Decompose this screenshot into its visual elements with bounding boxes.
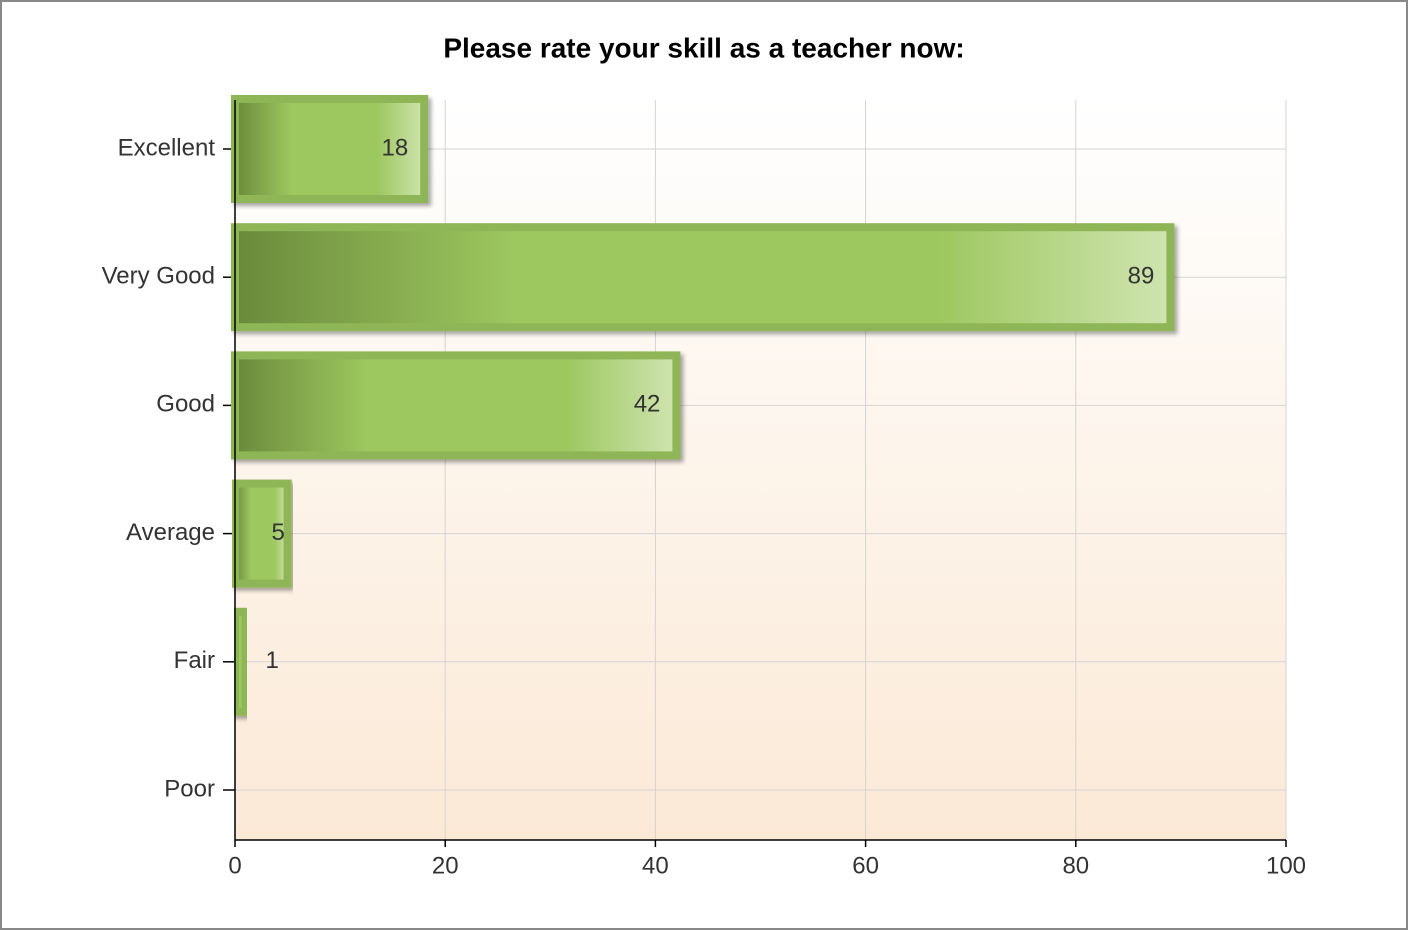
value-label: 89 bbox=[1128, 263, 1155, 290]
value-label: 1 bbox=[266, 647, 279, 674]
y-tick-label: Poor bbox=[164, 775, 215, 802]
y-tick-label: Very Good bbox=[102, 263, 215, 290]
value-label: 42 bbox=[634, 391, 661, 418]
x-tick-label: 60 bbox=[852, 852, 879, 879]
x-tick-label: 0 bbox=[228, 852, 241, 879]
y-tick-label: Fair bbox=[174, 647, 215, 674]
y-tick-label: Good bbox=[156, 391, 215, 418]
plot-area bbox=[235, 100, 1286, 840]
y-tick-label: Average bbox=[126, 519, 215, 546]
x-tick-label: 20 bbox=[432, 852, 459, 879]
x-tick-label: 80 bbox=[1062, 852, 1089, 879]
chart-title: Please rate your skill as a teacher now: bbox=[443, 32, 964, 63]
value-label: 5 bbox=[272, 519, 285, 546]
bar bbox=[231, 479, 292, 588]
x-tick-label: 40 bbox=[642, 852, 669, 879]
value-label: 18 bbox=[381, 134, 408, 161]
bar bbox=[231, 607, 250, 716]
bar bbox=[231, 351, 681, 460]
y-tick-label: Excellent bbox=[118, 134, 216, 161]
x-tick-label: 100 bbox=[1266, 852, 1306, 879]
bar bbox=[231, 223, 1175, 332]
